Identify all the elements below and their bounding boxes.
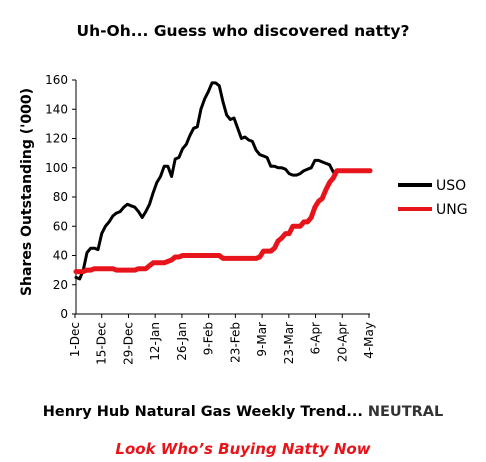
series-lines <box>73 81 373 281</box>
legend-label-ung: UNG <box>436 202 468 218</box>
x-tick-label: 15-Dec <box>95 322 109 365</box>
x-tick-label: 4-May <box>362 322 376 359</box>
x-tick-label: 20-Apr <box>335 322 349 362</box>
legend-label-uso: USO <box>436 178 466 194</box>
weekly-trend-caption: Henry Hub Natural Gas Weekly Trend... NE… <box>0 404 486 420</box>
x-tick-label: 6-Apr <box>309 322 323 355</box>
y-tick-label: 100 <box>45 161 68 175</box>
y-tick-label: 20 <box>53 278 68 292</box>
y-tick-label: 60 <box>53 219 68 233</box>
chart-title: Uh-Oh... Guess who discovered natty? <box>76 22 410 40</box>
y-tick-label: 0 <box>60 307 68 321</box>
chart-axes <box>75 80 370 315</box>
x-tick-label: 23-Feb <box>228 322 242 363</box>
y-tick-label: 80 <box>53 190 68 204</box>
x-tick-label: 23-Mar <box>282 322 296 364</box>
series-line-uso <box>74 81 372 281</box>
x-tick-label: 26-Jan <box>175 322 189 361</box>
trend-status: NEUTRAL <box>367 404 444 420</box>
y-tick-label: 120 <box>45 132 68 146</box>
weekly-trend-text: Henry Hub Natural Gas Weekly Trend... <box>42 404 368 420</box>
buying-caption: Look Who’s Buying Natty Now <box>115 440 371 458</box>
x-tick-label: 12-Jan <box>148 322 162 361</box>
x-tick-label: 1-Dec <box>68 322 82 357</box>
x-tick-label: 29-Dec <box>121 322 135 365</box>
series-line-ung <box>73 168 373 275</box>
y-axis-ticks: 0 20 40 60 80 100 120 140 160 <box>45 73 76 321</box>
x-tick-label: 9-Mar <box>255 322 269 357</box>
y-axis-label: Shares Outstanding ('000) <box>19 88 35 296</box>
legend: USO UNG <box>398 178 468 218</box>
y-tick-label: 40 <box>53 249 68 263</box>
y-tick-label: 140 <box>45 102 68 116</box>
y-tick-label: 160 <box>45 73 68 87</box>
x-axis-ticks: 1-Dec 15-Dec 29-Dec 12-Jan 26-Jan 9-Feb 23-Feb… <box>68 314 376 365</box>
x-tick-label: 9-Feb <box>202 322 216 355</box>
